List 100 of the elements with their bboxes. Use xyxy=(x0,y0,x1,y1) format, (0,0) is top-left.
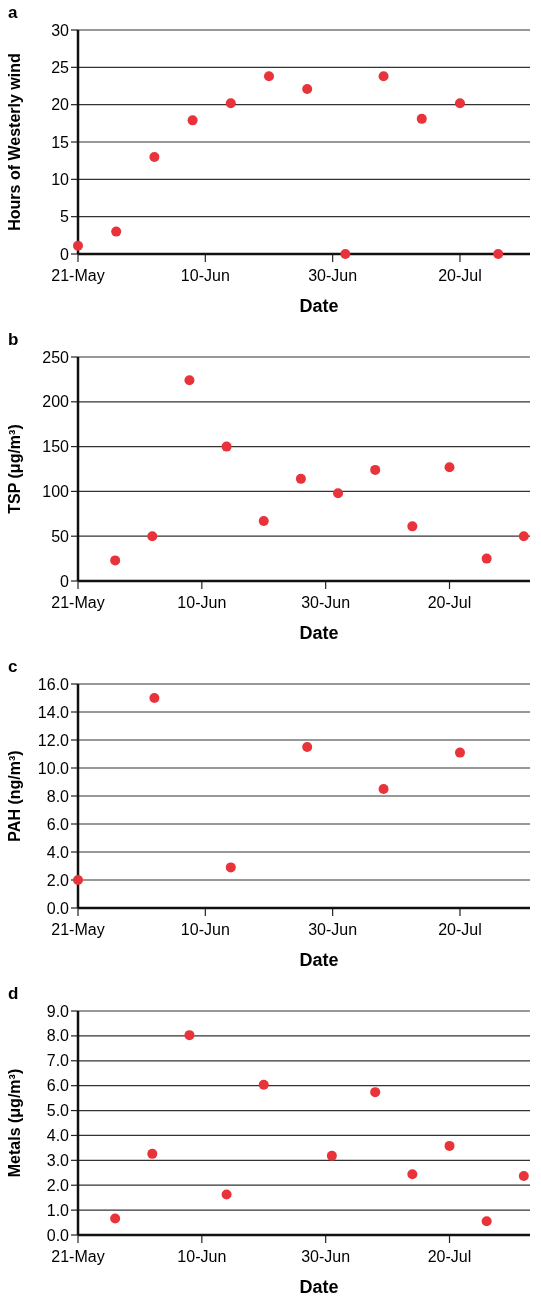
point xyxy=(481,553,492,564)
y-tick-label: 4.0 xyxy=(46,843,70,861)
y-tick-label: 5.0 xyxy=(46,1102,70,1120)
y-tick-label: 4.0 xyxy=(46,1127,70,1145)
y-tick-label: 2.0 xyxy=(46,871,70,889)
y-tick-label: 20 xyxy=(51,96,70,114)
point xyxy=(481,1216,492,1227)
y-tick-label: 10 xyxy=(51,170,70,188)
point xyxy=(493,249,504,259)
y-tick-label: 15 xyxy=(51,133,70,151)
point xyxy=(407,1169,418,1180)
y-axis-title: TSP (μg/m³) xyxy=(6,424,23,514)
y-tick-label: 7.0 xyxy=(46,1052,70,1070)
point xyxy=(302,742,313,752)
point xyxy=(73,240,83,251)
point xyxy=(258,515,269,526)
x-axis-title: Date xyxy=(299,950,339,970)
point xyxy=(111,226,122,237)
x-axis-title: Date xyxy=(299,1277,339,1297)
point xyxy=(147,1148,158,1159)
point xyxy=(370,464,381,475)
point xyxy=(518,1171,529,1182)
y-tick-label: 30 xyxy=(51,21,70,39)
chart-title: b xyxy=(8,330,19,349)
x-tick-label: 30-Jun xyxy=(308,921,358,938)
x-tick-label: 21-May xyxy=(51,1248,105,1265)
x-tick-label: 30-Jun xyxy=(301,594,351,611)
x-tick-label: 21-May xyxy=(51,921,105,938)
point xyxy=(149,693,160,703)
point xyxy=(370,1087,381,1098)
point xyxy=(110,555,121,566)
x-tick-label: 30-Jun xyxy=(301,1248,351,1265)
x-tick-label: 20-Jul xyxy=(427,594,472,611)
x-tick-label: 30-Jun xyxy=(308,267,358,284)
chart-title: d xyxy=(8,984,19,1003)
x-tick-label: 21-May xyxy=(51,267,105,284)
point xyxy=(378,784,389,794)
y-tick-label: 2.0 xyxy=(46,1176,70,1194)
y-tick-label: 14.0 xyxy=(37,703,70,721)
point xyxy=(187,115,198,126)
y-tick-label: 0 xyxy=(60,572,70,590)
point xyxy=(407,521,418,532)
y-tick-label: 250 xyxy=(42,348,70,366)
y-axis-title: PAH (ng/m³) xyxy=(6,750,23,842)
x-tick-label: 20-Jul xyxy=(427,1248,472,1265)
y-tick-label: 12.0 xyxy=(37,731,70,749)
y-tick-label: 10.0 xyxy=(37,759,70,777)
y-tick-label: 6.0 xyxy=(46,1077,70,1095)
point xyxy=(454,747,465,758)
x-tick-label: 10-Jun xyxy=(177,1248,227,1265)
point xyxy=(326,1150,337,1161)
y-tick-label: 0.0 xyxy=(46,899,70,917)
x-axis-title: Date xyxy=(299,296,339,316)
point xyxy=(444,462,455,473)
y-tick-label: 200 xyxy=(42,393,70,411)
point xyxy=(221,441,232,452)
point xyxy=(147,531,158,542)
x-tick-label: 20-Jul xyxy=(438,921,482,938)
y-tick-label: 9.0 xyxy=(46,1002,70,1020)
y-tick-label: 3.0 xyxy=(46,1151,70,1169)
point xyxy=(454,98,465,109)
y-tick-label: 50 xyxy=(51,527,70,545)
point xyxy=(258,1079,269,1090)
y-tick-label: 16.0 xyxy=(37,675,70,693)
point xyxy=(221,1189,232,1200)
y-tick-label: 8.0 xyxy=(46,787,70,805)
point xyxy=(333,488,344,499)
x-tick-label: 10-Jun xyxy=(177,594,227,611)
y-axis-title: Hours of Westerly wind xyxy=(6,53,23,231)
point xyxy=(184,1030,195,1041)
y-tick-label: 1.0 xyxy=(46,1201,70,1219)
point xyxy=(225,98,236,109)
y-tick-label: 6.0 xyxy=(46,815,70,833)
point xyxy=(295,473,306,484)
point xyxy=(378,71,389,82)
point xyxy=(416,113,427,124)
x-tick-label: 20-Jul xyxy=(438,267,482,284)
point xyxy=(263,71,274,82)
point xyxy=(73,875,83,885)
y-axis-title: Metals (μg/m³) xyxy=(6,1068,23,1178)
point xyxy=(518,531,529,542)
x-tick-label: 10-Jun xyxy=(180,267,230,284)
point xyxy=(110,1213,121,1224)
x-tick-label: 10-Jun xyxy=(180,921,230,938)
y-tick-label: 150 xyxy=(42,438,70,456)
x-axis-title: Date xyxy=(299,623,339,643)
point xyxy=(149,151,160,162)
y-tick-label: 25 xyxy=(51,58,70,76)
y-tick-label: 0.0 xyxy=(46,1226,70,1244)
chart-title: a xyxy=(8,3,18,22)
point xyxy=(444,1140,455,1151)
point xyxy=(184,375,195,386)
point xyxy=(225,862,236,873)
chart-title: c xyxy=(8,657,18,676)
y-tick-label: 100 xyxy=(42,483,70,500)
y-tick-label: 8.0 xyxy=(46,1027,70,1045)
y-tick-label: 0 xyxy=(60,245,70,263)
y-tick-label: 5 xyxy=(60,208,70,226)
x-tick-label: 21-May xyxy=(51,594,105,611)
point xyxy=(302,83,313,94)
